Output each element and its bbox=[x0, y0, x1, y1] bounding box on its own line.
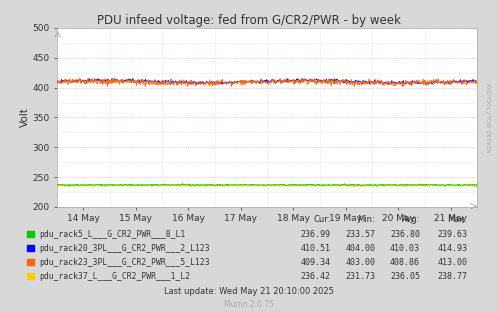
Text: pdu_rack5_L___G_CR2_PWR___8_L1: pdu_rack5_L___G_CR2_PWR___8_L1 bbox=[39, 230, 185, 239]
Text: Last update: Wed May 21 20:10:00 2025: Last update: Wed May 21 20:10:00 2025 bbox=[164, 287, 333, 296]
Text: 236.99: 236.99 bbox=[301, 230, 331, 239]
Text: 409.34: 409.34 bbox=[301, 258, 331, 267]
Text: 236.80: 236.80 bbox=[390, 230, 420, 239]
Text: 236.05: 236.05 bbox=[390, 272, 420, 281]
Text: 231.73: 231.73 bbox=[345, 272, 375, 281]
Text: 408.86: 408.86 bbox=[390, 258, 420, 267]
Text: PDU infeed voltage: fed from G/CR2/PWR - by week: PDU infeed voltage: fed from G/CR2/PWR -… bbox=[96, 14, 401, 27]
Text: Avg:: Avg: bbox=[402, 215, 420, 224]
Text: Cur:: Cur: bbox=[313, 215, 331, 224]
Text: pdu_rack37_L___G_CR2_PWR___1_L2: pdu_rack37_L___G_CR2_PWR___1_L2 bbox=[39, 272, 190, 281]
Text: 403.00: 403.00 bbox=[345, 258, 375, 267]
Text: 233.57: 233.57 bbox=[345, 230, 375, 239]
Text: pdu_rack23_3PL___G_CR2_PWR___5_L123: pdu_rack23_3PL___G_CR2_PWR___5_L123 bbox=[39, 258, 209, 267]
Text: Min:: Min: bbox=[357, 215, 375, 224]
Text: Munin 2.0.75: Munin 2.0.75 bbox=[224, 300, 273, 309]
Text: RRDTOOL / TOBI OETIKER: RRDTOOL / TOBI OETIKER bbox=[486, 83, 491, 153]
Y-axis label: Volt: Volt bbox=[19, 108, 29, 127]
Text: 413.00: 413.00 bbox=[437, 258, 467, 267]
Text: pdu_rack20_3PL___G_CR2_PWR___2_L123: pdu_rack20_3PL___G_CR2_PWR___2_L123 bbox=[39, 244, 209, 253]
Text: 236.42: 236.42 bbox=[301, 272, 331, 281]
Text: 404.00: 404.00 bbox=[345, 244, 375, 253]
Text: Max:: Max: bbox=[447, 215, 467, 224]
Text: 410.51: 410.51 bbox=[301, 244, 331, 253]
Text: 238.77: 238.77 bbox=[437, 272, 467, 281]
Text: 414.93: 414.93 bbox=[437, 244, 467, 253]
Text: 410.03: 410.03 bbox=[390, 244, 420, 253]
Text: 239.63: 239.63 bbox=[437, 230, 467, 239]
